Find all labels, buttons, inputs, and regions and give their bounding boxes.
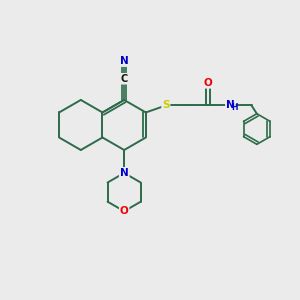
Text: N: N [120, 168, 128, 178]
Text: N: N [226, 100, 235, 110]
Text: S: S [162, 100, 169, 110]
Text: N: N [120, 56, 128, 66]
Text: N: N [120, 168, 128, 178]
Text: C: C [121, 74, 128, 84]
Text: O: O [120, 206, 128, 216]
Text: O: O [204, 78, 213, 88]
Text: H: H [231, 103, 238, 112]
